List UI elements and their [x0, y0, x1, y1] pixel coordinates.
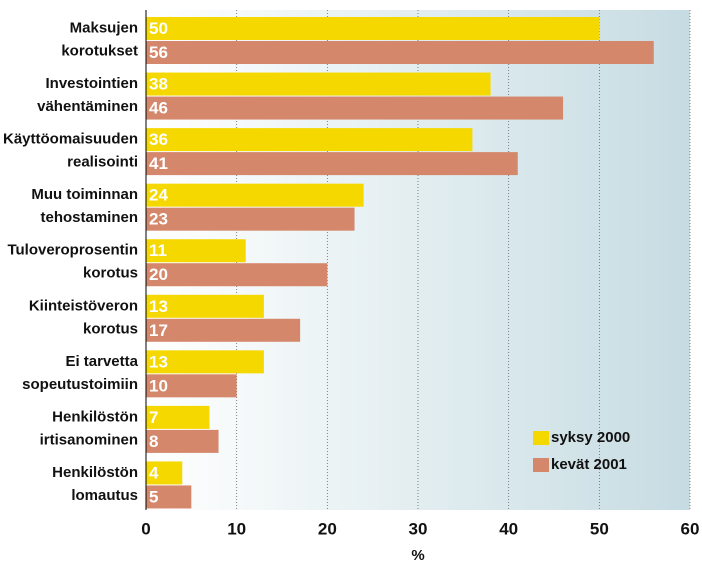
bar: [146, 429, 219, 453]
legend-label: syksy 2000: [551, 429, 630, 446]
bar: [146, 72, 491, 96]
bar: [146, 263, 328, 287]
legend-label: kevät 2001: [551, 456, 627, 473]
bar: [146, 374, 237, 398]
bar: [146, 128, 473, 152]
bar-value-label: 46: [149, 99, 168, 118]
y-tick-label: Käyttöomaisuuden realisointi: [3, 131, 138, 171]
bar: [146, 41, 654, 64]
bar: [146, 207, 355, 231]
y-tick-label: Maksujen korotukset: [61, 19, 138, 59]
y-tick-label: Tuloveroprosentin korotus: [7, 242, 138, 282]
bar-value-label: 8: [149, 432, 158, 451]
bar-value-label: 36: [149, 130, 168, 149]
legend-swatch: [533, 431, 549, 445]
x-tick-label: 30: [409, 519, 428, 538]
bar: [146, 405, 210, 429]
x-axis-label: %: [411, 547, 424, 564]
x-tick-label: 40: [499, 519, 518, 538]
bar: [146, 152, 518, 176]
y-tick-label: Henkilöstön irtisanominen: [40, 408, 138, 448]
x-tick-label: 50: [590, 519, 609, 538]
y-tick-label: Muu toiminnan tehostaminen: [31, 186, 138, 226]
bar: [146, 239, 246, 263]
x-tick-label: 60: [681, 519, 700, 538]
bar-value-label: 13: [149, 352, 168, 371]
bar: [146, 17, 600, 40]
bar-value-label: 7: [149, 408, 158, 427]
bar-value-label: 50: [149, 19, 168, 38]
bar-value-label: 23: [149, 210, 168, 229]
bar-value-label: 17: [149, 321, 168, 340]
y-tick-label: Henkilöstön lomautus: [52, 464, 138, 504]
x-tick-label: 10: [227, 519, 246, 538]
bar: [146, 183, 364, 207]
y-tick-label: Investointien vähentäminen: [37, 75, 138, 115]
y-tick-label: Kiinteistöveron korotus: [29, 297, 138, 337]
bar-value-label: 38: [149, 75, 168, 94]
bar-value-label: 5: [149, 487, 158, 506]
bar-value-label: 11: [149, 241, 167, 260]
bar-value-label: 20: [149, 265, 168, 284]
bar: [146, 96, 564, 120]
bar: [146, 485, 192, 509]
bar: [146, 294, 264, 318]
bar: [146, 318, 301, 342]
bar-value-label: 4: [149, 463, 159, 482]
y-tick-label: Ei tarvetta sopeutustoimiin: [22, 353, 138, 393]
x-tick-label: 20: [318, 519, 337, 538]
x-tick-label: 0: [141, 519, 150, 538]
bar-value-label: 24: [149, 186, 168, 205]
legend-swatch: [533, 458, 549, 472]
bar: [146, 350, 264, 374]
bar-value-label: 10: [149, 376, 168, 395]
bar-value-label: 56: [149, 43, 168, 62]
bar: [146, 461, 183, 485]
bar-value-label: 41: [149, 154, 168, 173]
bar-value-label: 13: [149, 297, 168, 316]
